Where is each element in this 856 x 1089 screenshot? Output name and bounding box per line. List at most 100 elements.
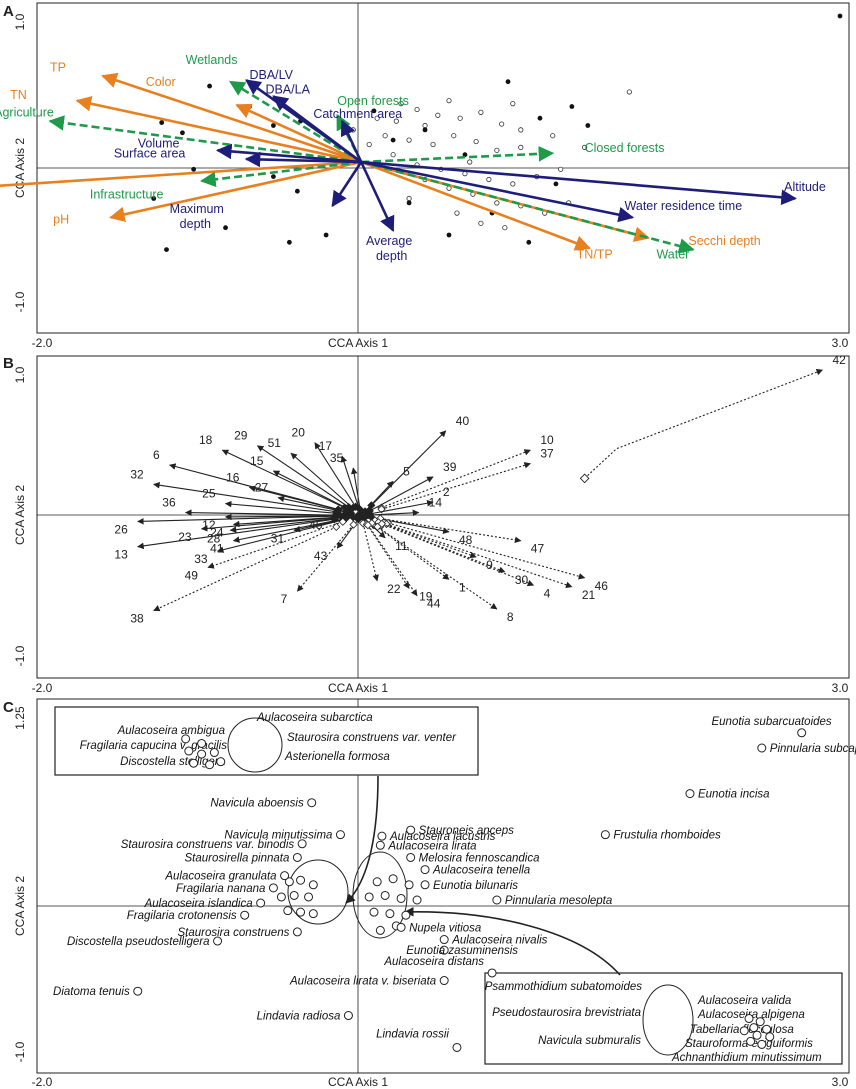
site-point-open bbox=[406, 195, 412, 202]
panel-b-ytick-top: 1.0 bbox=[13, 366, 27, 383]
species-cluster-point bbox=[296, 875, 306, 885]
site-vector-40 bbox=[370, 430, 447, 506]
species-point bbox=[439, 945, 449, 955]
panel-b-xtick-left: -2.0 bbox=[32, 681, 53, 695]
site-marker bbox=[363, 521, 373, 530]
site-number-label: 15 bbox=[250, 454, 264, 468]
species-cluster-point bbox=[388, 874, 398, 884]
species-cluster-point bbox=[308, 909, 318, 919]
env-vector-water-residence-time bbox=[360, 160, 635, 223]
panel-c-ylabel: CCA Axis 2 bbox=[13, 876, 27, 936]
site-vector-9 bbox=[374, 519, 477, 559]
site-point-open bbox=[626, 89, 632, 95]
species-point bbox=[280, 871, 290, 881]
species-label: Aulacoseira distans bbox=[383, 956, 484, 968]
env-vector-label: DBA/LA bbox=[265, 82, 310, 96]
site-number-label: 36 bbox=[162, 496, 176, 510]
site-number-label: 20 bbox=[292, 426, 306, 440]
site-point-filled bbox=[180, 130, 185, 136]
env-vector-label: TP bbox=[50, 60, 66, 74]
site-point-filled bbox=[286, 239, 292, 245]
site-point-open bbox=[454, 210, 460, 216]
site-number-label: 23 bbox=[178, 530, 192, 544]
env-vector-label: Average depth bbox=[366, 234, 412, 263]
site-point-filled bbox=[323, 232, 329, 238]
panel-a-xtick-left: -2.0 bbox=[32, 336, 53, 350]
env-vector-maximum-depth bbox=[331, 161, 363, 208]
panel-c-xtick-right: 3.0 bbox=[832, 1075, 849, 1089]
site-vector-37 bbox=[381, 462, 532, 510]
cluster-right-box bbox=[484, 972, 843, 1065]
site-point-filled bbox=[537, 115, 543, 121]
species-point bbox=[439, 935, 449, 945]
site-point-open bbox=[478, 220, 484, 226]
site-marker bbox=[330, 515, 339, 524]
env-vector-label: Color bbox=[146, 75, 176, 89]
env-vector-label: Water bbox=[656, 247, 689, 261]
species-point bbox=[452, 1042, 462, 1052]
panel-c-letter: C bbox=[3, 699, 14, 716]
panel-c-ytick-top: 1.25 bbox=[13, 706, 27, 730]
site-point-open bbox=[451, 133, 457, 139]
right-box-item-4: Aulacoseira valida bbox=[697, 995, 791, 1007]
site-number-label: 21 bbox=[582, 588, 596, 602]
site-marker bbox=[338, 517, 347, 526]
species-point bbox=[757, 743, 767, 753]
species-cluster-point bbox=[197, 738, 207, 748]
species-cluster-point bbox=[372, 877, 382, 887]
site-number-label: 8 bbox=[507, 610, 514, 624]
panel-c-ytick-bottom: -1.0 bbox=[13, 1041, 27, 1062]
panel-b-ytick-bottom: -1.0 bbox=[13, 645, 27, 666]
site-vector-13 bbox=[137, 518, 335, 550]
site-point-open bbox=[550, 133, 556, 139]
site-point-filled bbox=[446, 232, 452, 238]
species-point bbox=[240, 910, 250, 920]
panel-a-ytick-bottom: -1.0 bbox=[13, 291, 27, 312]
env-vector-label: Water residence time bbox=[625, 199, 743, 213]
site-number-label: 27 bbox=[255, 481, 269, 495]
site-point-open bbox=[494, 147, 500, 153]
site-vector-36 bbox=[184, 509, 341, 516]
env-vector-label: TN bbox=[10, 88, 27, 102]
species-point bbox=[420, 865, 430, 875]
env-vector-label: Wetlands bbox=[186, 53, 238, 67]
species-label: Aulacoseira lirata bbox=[387, 840, 476, 852]
site-point-filled bbox=[151, 196, 157, 201]
site-vector-5 bbox=[364, 480, 394, 512]
cluster-ellipse-left bbox=[287, 859, 349, 925]
species-label: Staurosirella pinnata bbox=[185, 852, 290, 864]
species-label: Pinnularia subcapitata bbox=[770, 743, 856, 755]
site-point-filled bbox=[462, 152, 468, 158]
site-point-filled bbox=[585, 123, 591, 128]
species-label: Eunotia subarcuatoides bbox=[711, 716, 831, 728]
site-vector-20 bbox=[314, 442, 357, 508]
callout-arrow-right bbox=[404, 907, 621, 976]
species-point bbox=[492, 895, 502, 905]
site-point-filled bbox=[371, 108, 377, 114]
site-point-open bbox=[510, 101, 516, 107]
site-number-label: 5 bbox=[403, 464, 410, 478]
site-vector-33 bbox=[216, 519, 345, 553]
site-point-filled bbox=[294, 188, 300, 194]
site-number-label: 41 bbox=[210, 542, 224, 556]
site-point-open bbox=[582, 144, 588, 150]
site-vector-28 bbox=[229, 516, 346, 533]
env-vector-dba-la bbox=[272, 95, 362, 164]
site-vector-47 bbox=[380, 517, 522, 544]
site-point-filled bbox=[406, 200, 412, 206]
left-box-item-5: Discostella stelligera bbox=[120, 756, 225, 768]
site-vector-16 bbox=[248, 485, 348, 513]
site-point-open bbox=[499, 121, 505, 127]
panel-b-ylabel: CCA Axis 2 bbox=[13, 485, 27, 545]
site-point-open bbox=[486, 176, 492, 183]
species-label: Navicula aboensis bbox=[210, 798, 304, 810]
cluster-left-box-ellipse bbox=[227, 717, 283, 773]
species-cluster-point bbox=[375, 925, 385, 935]
species-point bbox=[335, 830, 345, 840]
site-number-label: 39 bbox=[443, 460, 457, 474]
species-label: Discostella pseudostelligera bbox=[67, 936, 210, 948]
species-cluster-point bbox=[296, 907, 306, 917]
species-cluster-point bbox=[283, 906, 293, 916]
site-point-open bbox=[406, 137, 412, 143]
site-point-open bbox=[502, 225, 508, 231]
